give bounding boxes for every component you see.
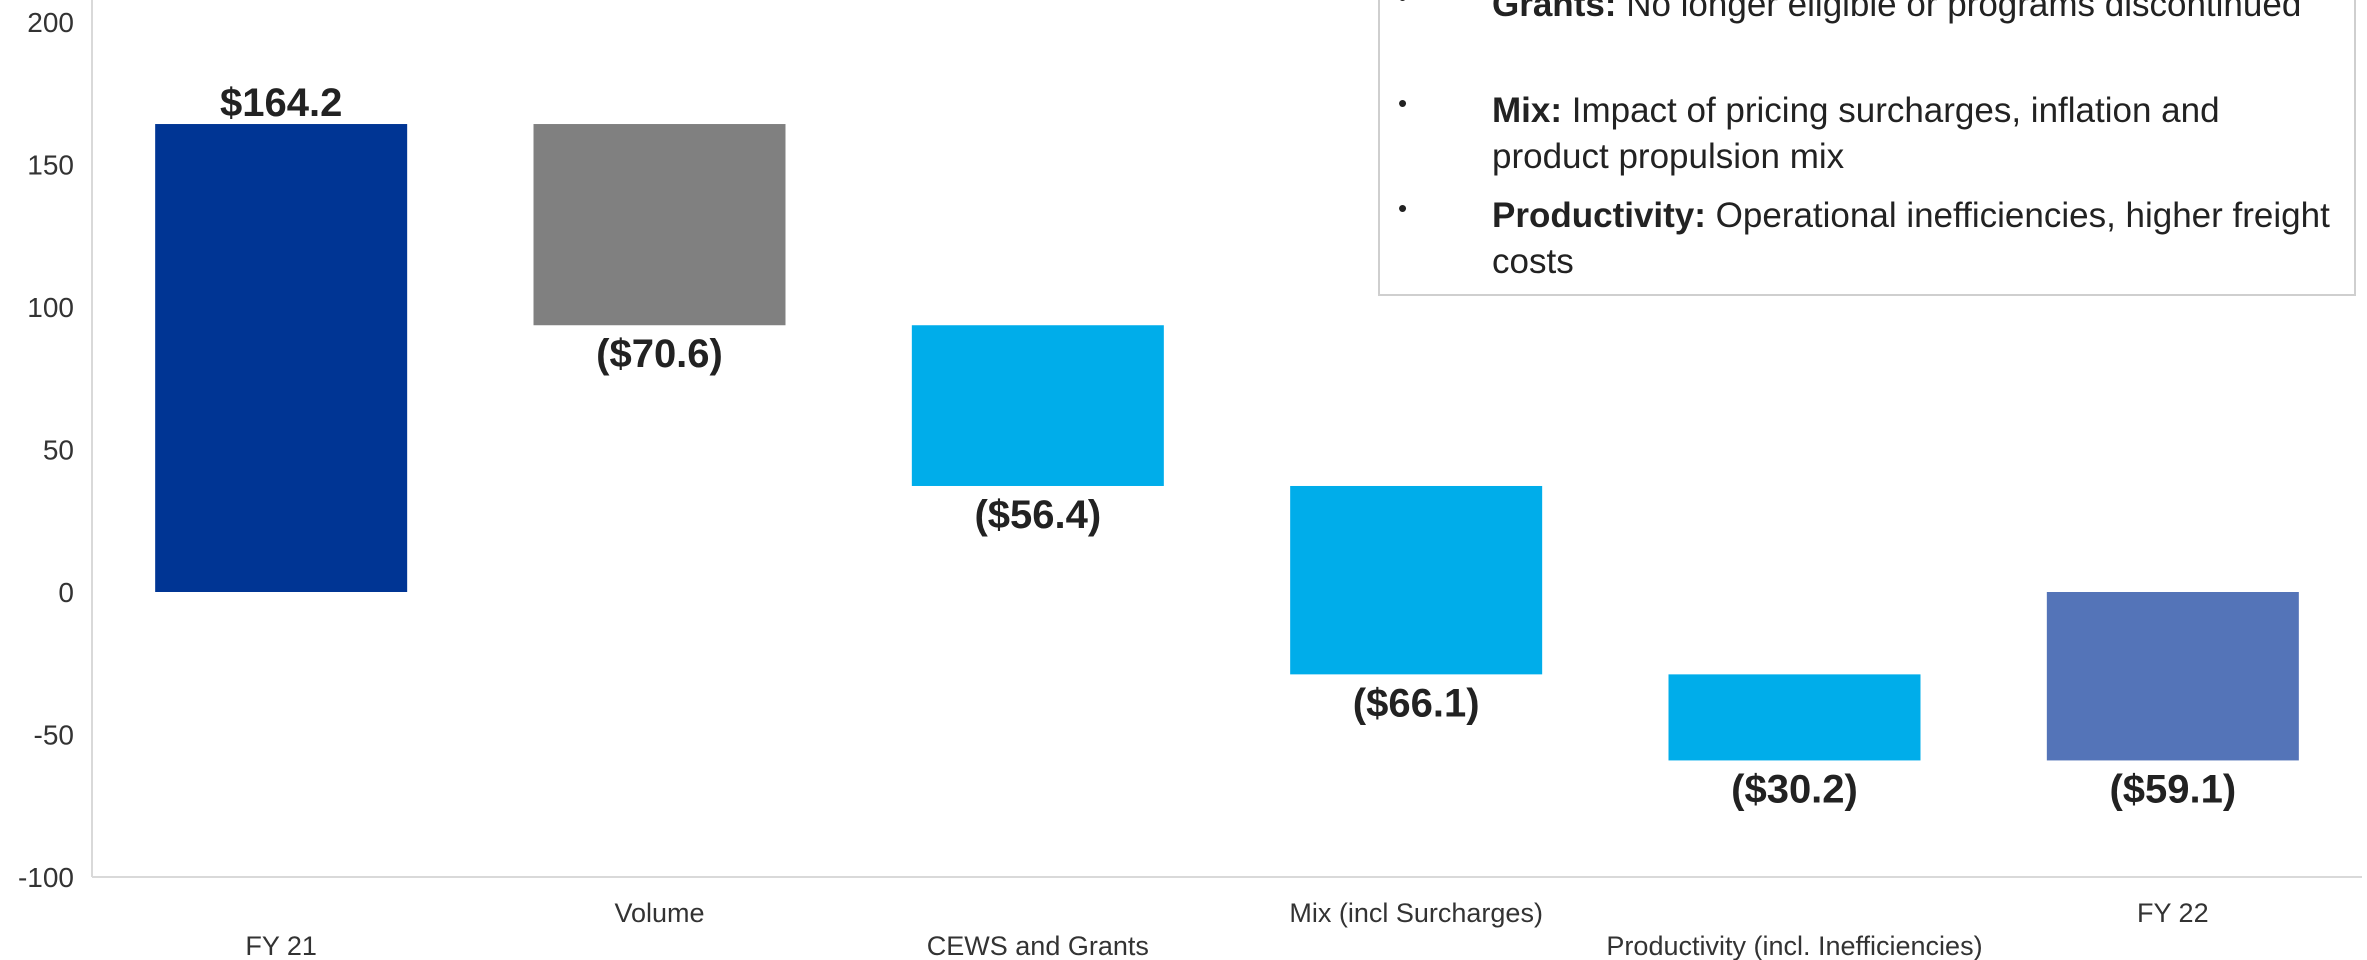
- data-label-0: $164.2: [220, 81, 342, 125]
- data-label-5: ($59.1): [2109, 767, 2236, 811]
- y-tick-label: 100: [27, 292, 74, 323]
- category-label-1: Volume: [614, 898, 704, 928]
- chart-axes: -100 -50 0 50 100 150 200: [18, 0, 2362, 893]
- chart-data-labels: $164.2 ($70.6) ($56.4) ($66.1) ($30.2) ($59.1…: [220, 81, 2236, 811]
- bullet-icon: •: [1398, 88, 1408, 118]
- bar-3: [1290, 485, 1543, 675]
- bullet-icon: •: [1398, 0, 1407, 13]
- y-tick-label: -50: [34, 720, 74, 751]
- bar-2: [911, 325, 1164, 486]
- y-tick-label: 200: [27, 7, 74, 38]
- category-label-2: CEWS and Grants: [927, 931, 1149, 960]
- y-tick-label: -100: [18, 862, 74, 893]
- bar-0: [155, 124, 408, 592]
- bar-4: [1668, 674, 1921, 761]
- data-label-1: ($70.6): [596, 332, 723, 376]
- y-tick-label: 150: [27, 150, 74, 181]
- bar-5: [2046, 592, 2299, 761]
- data-label-2: ($56.4): [974, 493, 1101, 537]
- note-text: Impact of pricing surcharges, inflation …: [1492, 91, 2220, 176]
- notes-box: • Grants: No longer eligible or programs…: [1378, 0, 2356, 296]
- note-text: Operational inefficiencies, higher freig…: [1492, 196, 2330, 281]
- note-heading: Productivity:: [1492, 196, 1706, 235]
- category-label-5: FY 22: [2137, 898, 2209, 928]
- note-heading: Grants:: [1492, 0, 1617, 24]
- data-label-3: ($66.1): [1353, 681, 1480, 725]
- bar-1: [533, 124, 786, 326]
- chart-category-labels: FY 21 Volume CEWS and Grants Mix (incl Surc…: [245, 898, 2208, 960]
- chart-bars: [155, 124, 2299, 761]
- note-heading: Mix:: [1492, 91, 1562, 130]
- category-label-0: FY 21: [245, 931, 317, 960]
- y-tick-label: 0: [58, 577, 74, 608]
- bullet-icon: •: [1398, 193, 1408, 223]
- data-label-4: ($30.2): [1731, 767, 1858, 811]
- note-text: No longer eligible or programs discontin…: [1616, 0, 2302, 24]
- category-label-3: Mix (incl Surcharges): [1289, 898, 1543, 928]
- category-label-4: Productivity (incl. Inefficiencies): [1606, 931, 1982, 960]
- y-tick-label: 50: [43, 435, 74, 466]
